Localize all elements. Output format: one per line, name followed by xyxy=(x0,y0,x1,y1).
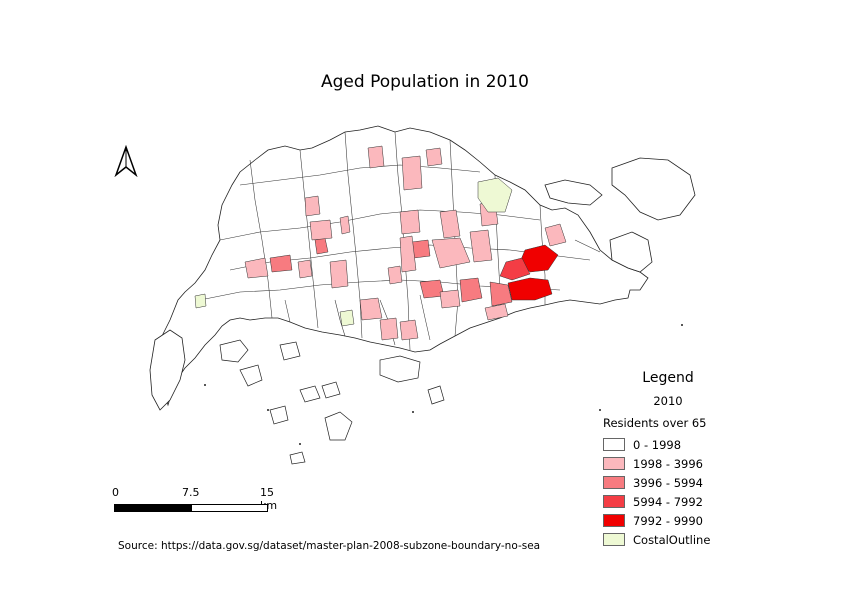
subzone-mid-2 xyxy=(459,277,483,303)
island-tekong xyxy=(611,157,696,221)
legend-layer-name: 2010 xyxy=(653,394,683,408)
scale-label-0: 0 xyxy=(112,486,119,499)
southern-islands xyxy=(219,339,445,465)
subzone-high-southeast xyxy=(507,277,553,301)
legend-class-5: 7992 - 9990 xyxy=(603,511,733,530)
scale-bar-white xyxy=(191,504,268,512)
scale-bar: 0 7.5 15 km xyxy=(112,486,277,516)
subzone-low-16 xyxy=(399,319,419,341)
subzone-low-22 xyxy=(387,265,403,285)
subzone-mid-5 xyxy=(269,254,293,273)
subzone-low-14 xyxy=(359,297,383,321)
subzone-low-20 xyxy=(425,147,443,167)
subzone-low-6 xyxy=(401,155,423,191)
subzone-coastal-2 xyxy=(339,309,355,327)
subzone-low-11 xyxy=(309,219,333,241)
legend-title: Legend xyxy=(642,370,694,386)
legend-coastal: CostalOutline xyxy=(603,530,733,549)
source-credit: Source: https://data.gov.sg/dataset/mast… xyxy=(118,540,541,552)
subzone-low-18 xyxy=(439,289,461,309)
legend-class-1: 0 - 1998 xyxy=(603,435,733,454)
subzone-low-10 xyxy=(329,259,349,289)
subzone-low-2 xyxy=(431,237,471,269)
subzone-low-5 xyxy=(399,209,421,235)
legend-swatch xyxy=(603,495,625,508)
legend-swatch xyxy=(603,457,625,470)
scale-bar-black xyxy=(114,504,192,512)
legend-swatch xyxy=(603,514,625,527)
legend-class-2: 1998 - 3996 xyxy=(603,454,733,473)
subzone-mid-6 xyxy=(411,239,431,259)
legend-label: 7992 - 9990 xyxy=(633,513,703,528)
map-legend: Legend 2010 Residents over 65 0 - 1998 1… xyxy=(603,370,733,549)
subzone-low-19 xyxy=(544,223,567,247)
subzone-low-9 xyxy=(297,259,313,279)
subzone-mid-3 xyxy=(489,281,513,307)
legend-label: 1998 - 3996 xyxy=(633,456,703,471)
legend-label: 5994 - 7992 xyxy=(633,494,703,509)
island-ubin xyxy=(544,179,603,206)
subzone-low-7 xyxy=(367,145,385,169)
map-title: Aged Population in 2010 xyxy=(321,72,529,92)
legend-label: CostalOutline xyxy=(633,532,711,547)
subzone-coastal-1 xyxy=(477,177,513,213)
legend-swatch xyxy=(603,476,625,489)
subzone-mid-1 xyxy=(499,257,531,281)
island-dots xyxy=(204,324,683,445)
subzone-coastal-3 xyxy=(194,293,207,309)
legend-swatch xyxy=(603,438,625,451)
legend-label: 3996 - 5994 xyxy=(633,475,703,490)
legend-group-label: Residents over 65 xyxy=(603,416,707,430)
subzone-low-17 xyxy=(484,303,509,321)
island-jurong xyxy=(149,329,186,411)
legend-label: 0 - 1998 xyxy=(633,437,682,452)
subzone-low-12 xyxy=(304,195,321,217)
scale-label-mid: 7.5 xyxy=(182,486,200,499)
subzone-low-4 xyxy=(439,209,461,239)
north-arrow-icon xyxy=(114,145,138,177)
legend-class-4: 5994 - 7992 xyxy=(603,492,733,511)
legend-class-3: 3996 - 5994 xyxy=(603,473,733,492)
subzone-low-13 xyxy=(339,215,351,235)
subzone-low-1 xyxy=(399,235,417,273)
subzone-low-15 xyxy=(379,317,399,341)
changi-reclamation xyxy=(609,231,653,273)
legend-swatch xyxy=(603,533,625,546)
subzone-low-8 xyxy=(244,257,269,279)
subzone-low-3 xyxy=(469,229,493,263)
